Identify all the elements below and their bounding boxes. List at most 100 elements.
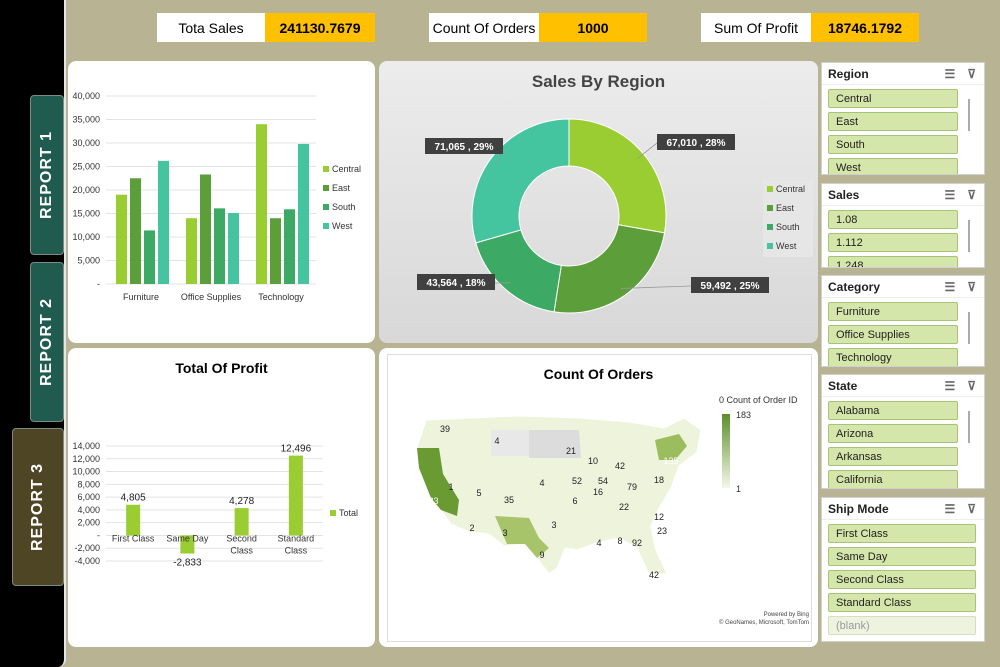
bar-central[interactable] [186,218,197,284]
clear-filter-icon[interactable]: ⊽ [967,502,976,516]
bar-west[interactable] [228,213,239,284]
slicer-item[interactable]: South [828,135,958,154]
y-tick-label: 10,000 [72,232,100,242]
y-tick-label: 40,000 [72,91,100,101]
slicer-item[interactable]: 1.08 [828,210,958,229]
slicer-scrollbar[interactable] [968,411,970,443]
slicer-item[interactable]: (blank) [828,616,976,635]
clear-filter-icon[interactable]: ⊽ [967,188,976,202]
legend-label: South [332,202,356,212]
y-tick-label: 35,000 [72,115,100,125]
multi-select-icon[interactable]: ☰ [944,280,956,294]
bar-east[interactable] [200,174,211,284]
california-region[interactable] [417,448,459,516]
slicer-item[interactable]: Office Supplies [828,325,958,344]
profit-bar[interactable] [180,535,195,554]
slice-central[interactable] [568,118,667,234]
no-data-region-2 [491,430,529,456]
report-2-button[interactable]: REPORT 2 [30,262,64,422]
report-3-button[interactable]: REPORT 3 [12,428,64,586]
data-label-box [425,138,503,154]
y-tick-label: -4,000 [74,556,100,566]
count-orders-map-panel: Count Of Orders 39 4 21 10 42 135 183 1 5 35 4 52 16… [379,348,818,647]
legend-label: West [332,221,353,231]
data-label: 4,278 [229,496,254,507]
clear-filter-icon[interactable]: ⊽ [967,67,976,81]
leader-line [620,285,692,289]
multi-select-icon[interactable]: ☰ [944,379,956,393]
legend-swatch [767,243,773,249]
slicer-item[interactable]: Same Day [828,547,976,566]
leader-line [636,142,658,160]
slicer-scrollbar[interactable] [968,220,970,252]
y-tick-label: -2,000 [74,543,100,553]
clear-filter-icon[interactable]: ⊽ [967,280,976,294]
slicer-header: State ☰ ⊽ [822,375,984,397]
slicer-scrollbar[interactable] [968,312,970,344]
state-count-label: 39 [440,424,450,434]
bar-south[interactable] [284,209,295,284]
profit-bar[interactable] [288,455,303,536]
slicer-item[interactable]: Second Class [828,570,976,589]
slicer-item[interactable]: Furniture [828,302,958,321]
slice-east[interactable] [553,224,666,314]
slicer-category: Category ☰ ⊽ Furniture Office Supplies Techno… [821,275,985,367]
slicer-item[interactable]: 1.112 [828,233,958,252]
multi-select-icon[interactable]: ☰ [944,502,956,516]
slicer-item[interactable]: Standard Class [828,593,976,612]
slicer-item[interactable]: California [828,470,958,488]
bar-central[interactable] [256,124,267,284]
legend-swatch [323,185,329,191]
report-1-button[interactable]: REPORT 1 [30,95,64,255]
state-count-label: 52 [572,476,582,486]
profit-bar[interactable] [234,508,249,536]
data-label-box [691,277,769,293]
slicer-item[interactable]: Technology [828,348,958,366]
bar-south[interactable] [144,230,155,284]
data-label: 12,496 [281,444,312,455]
kpi-orders-value: 1000 [539,13,647,42]
slice-south[interactable] [475,229,562,313]
profit-bar[interactable] [126,504,141,536]
bar-south[interactable] [214,208,225,284]
state-count-label: 18 [654,475,664,485]
bar-east[interactable] [130,178,141,284]
slicer-title: Ship Mode [828,501,889,516]
slicer-item[interactable]: Arizona [828,424,958,443]
state-count-label: 183 [423,496,438,506]
slicer-item[interactable]: First Class [828,524,976,543]
multi-select-icon[interactable]: ☰ [944,67,956,81]
bar-west[interactable] [158,160,169,284]
legend-label: Central [776,184,805,194]
map-legend-title: 0 Count of Order ID [719,395,798,405]
bar-central[interactable] [116,194,127,284]
slice-west[interactable] [471,118,570,244]
slicer-item[interactable]: Alabama [828,401,958,420]
slicer-item[interactable]: West [828,158,958,174]
map-legend-min: 1 [736,484,742,494]
legend-label: East [776,203,795,213]
clear-filter-icon[interactable]: ⊽ [967,379,976,393]
slicer-item[interactable]: 1.248 [828,256,958,267]
slicer-region: Region ☰ ⊽ Central East South West [821,62,985,175]
state-count-label: 54 [598,476,608,486]
slicer-title: Category [828,279,881,294]
bar-west[interactable] [298,143,309,284]
slicer-header: Region ☰ ⊽ [822,63,984,85]
new-york-region[interactable] [655,434,687,460]
bar-east[interactable] [270,218,281,284]
map-legend-max: 183 [736,410,752,420]
y-tick-label: 12,000 [72,454,100,464]
multi-select-icon[interactable]: ☰ [944,188,956,202]
us-map-base [416,415,702,575]
slicer-item[interactable]: Central [828,89,958,108]
slicer-item[interactable]: Arkansas [828,447,958,466]
slicer-state: State ☰ ⊽ Alabama Arizona Arkansas California [821,374,985,489]
map-title: Count Of Orders [543,366,654,382]
slicer-item[interactable]: East [828,112,958,131]
state-count-label: 1 [448,482,453,492]
data-label: 4,805 [121,493,146,504]
slicer-scrollbar[interactable] [968,99,970,131]
texas-region[interactable] [495,516,549,558]
